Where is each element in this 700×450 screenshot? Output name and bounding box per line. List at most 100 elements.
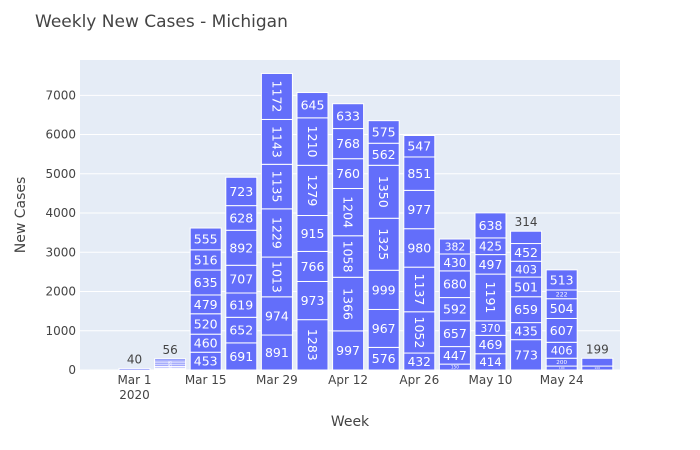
data-label: 1135 bbox=[269, 171, 284, 203]
bar-segment bbox=[296, 250, 329, 282]
bar-segment bbox=[296, 215, 329, 252]
bar-segment bbox=[332, 158, 365, 190]
data-label: 851 bbox=[407, 166, 431, 181]
bar-segment bbox=[260, 72, 293, 120]
bar-segment bbox=[296, 280, 329, 321]
x-tick-label: May 10 bbox=[469, 373, 513, 387]
data-label: 414 bbox=[479, 355, 501, 369]
bar-segment bbox=[189, 227, 222, 251]
data-label: 25 bbox=[168, 368, 172, 372]
data-label: 520 bbox=[194, 316, 218, 331]
data-label: 382 bbox=[445, 240, 466, 253]
bar-segment bbox=[332, 235, 365, 278]
data-label: 1058 bbox=[341, 241, 356, 273]
bar-segment bbox=[260, 296, 293, 336]
bar-segment bbox=[438, 320, 471, 348]
data-label: 547 bbox=[407, 139, 431, 154]
x-axis-title: Week bbox=[331, 414, 370, 430]
bar-segment bbox=[189, 269, 222, 296]
data-label: 150 bbox=[451, 365, 459, 370]
bar-segment bbox=[332, 330, 365, 371]
data-label: 555 bbox=[194, 231, 218, 246]
x-tick-label: Mar 29 bbox=[256, 373, 298, 387]
x-tick-label: Apr 12 bbox=[328, 373, 368, 387]
bar-segment bbox=[118, 367, 151, 371]
data-label: 1137 bbox=[412, 274, 427, 306]
data-label: 1210 bbox=[305, 126, 320, 158]
bar-segment bbox=[403, 311, 436, 354]
data-label: 452 bbox=[514, 245, 538, 260]
bar-segment bbox=[225, 229, 258, 266]
data-label: 50 bbox=[168, 362, 172, 366]
data-label: 760 bbox=[336, 166, 360, 181]
bar-segment bbox=[225, 264, 258, 294]
data-label: 974 bbox=[265, 308, 289, 323]
data-label: 45 bbox=[168, 360, 172, 364]
bar-segment bbox=[403, 228, 436, 268]
data-label: 707 bbox=[229, 272, 253, 287]
bar-segment bbox=[367, 120, 400, 144]
bar-segment bbox=[438, 270, 471, 299]
y-tick-label: 5000 bbox=[45, 167, 76, 181]
bar-segment bbox=[403, 156, 436, 191]
data-label: 479 bbox=[194, 297, 218, 312]
data-label: 513 bbox=[550, 272, 574, 287]
x-tick-label: Mar 1 bbox=[117, 373, 151, 387]
data-label: 638 bbox=[479, 218, 503, 233]
data-label: 607 bbox=[550, 323, 574, 338]
bar-segment bbox=[296, 92, 329, 119]
data-label: 645 bbox=[301, 98, 325, 113]
bar-segment bbox=[296, 319, 329, 371]
data-label: 100 bbox=[594, 366, 600, 370]
data-label: 915 bbox=[301, 226, 325, 241]
data-label: 1191 bbox=[483, 282, 498, 314]
data-label: 222 bbox=[556, 292, 568, 299]
bar-segment bbox=[438, 238, 471, 255]
data-label: 562 bbox=[372, 147, 396, 162]
data-label: 1229 bbox=[269, 217, 284, 249]
data-label: 980 bbox=[407, 240, 431, 255]
data-label: 575 bbox=[372, 124, 396, 139]
data-label: 999 bbox=[372, 282, 396, 297]
data-label: 892 bbox=[229, 240, 253, 255]
data-label: 45 bbox=[168, 364, 172, 368]
data-label: 768 bbox=[336, 136, 360, 151]
bar-segment bbox=[403, 134, 436, 158]
y-tick-label: 6000 bbox=[45, 128, 76, 142]
data-label: 497 bbox=[479, 257, 503, 272]
data-label: 370 bbox=[481, 323, 501, 335]
data-label: 1204 bbox=[341, 196, 356, 228]
bar-segment bbox=[260, 163, 293, 210]
data-label: 56 bbox=[162, 343, 177, 357]
data-label: 1143 bbox=[269, 126, 284, 158]
bar-segment bbox=[367, 164, 400, 219]
data-label: 469 bbox=[479, 337, 503, 352]
data-label: 723 bbox=[229, 184, 253, 199]
data-label: 633 bbox=[336, 109, 360, 124]
bar-segment bbox=[332, 276, 365, 332]
data-label: 1283 bbox=[305, 329, 320, 361]
data-label: 406 bbox=[551, 343, 573, 357]
data-label: 967 bbox=[372, 321, 396, 336]
data-label: 659 bbox=[514, 302, 538, 317]
x-tick-label: Apr 26 bbox=[399, 373, 439, 387]
bar-segment bbox=[403, 189, 436, 230]
data-label: 100 bbox=[559, 366, 565, 370]
data-label: 460 bbox=[194, 336, 218, 351]
data-label: 635 bbox=[194, 275, 218, 290]
data-label: 592 bbox=[443, 302, 467, 317]
data-label: 628 bbox=[229, 210, 253, 225]
bar-segment bbox=[154, 358, 187, 362]
data-label: 977 bbox=[407, 202, 431, 217]
x-tick-label: Mar 15 bbox=[185, 373, 227, 387]
bar-segment bbox=[510, 230, 543, 245]
data-label: 516 bbox=[194, 252, 218, 267]
data-label: 773 bbox=[514, 347, 538, 362]
data-label: 432 bbox=[408, 355, 431, 369]
bar-segment bbox=[367, 269, 400, 310]
y-tick-label: 0 bbox=[68, 363, 76, 377]
y-axis-title: New Cases bbox=[13, 177, 29, 254]
bar-segment bbox=[260, 256, 293, 298]
